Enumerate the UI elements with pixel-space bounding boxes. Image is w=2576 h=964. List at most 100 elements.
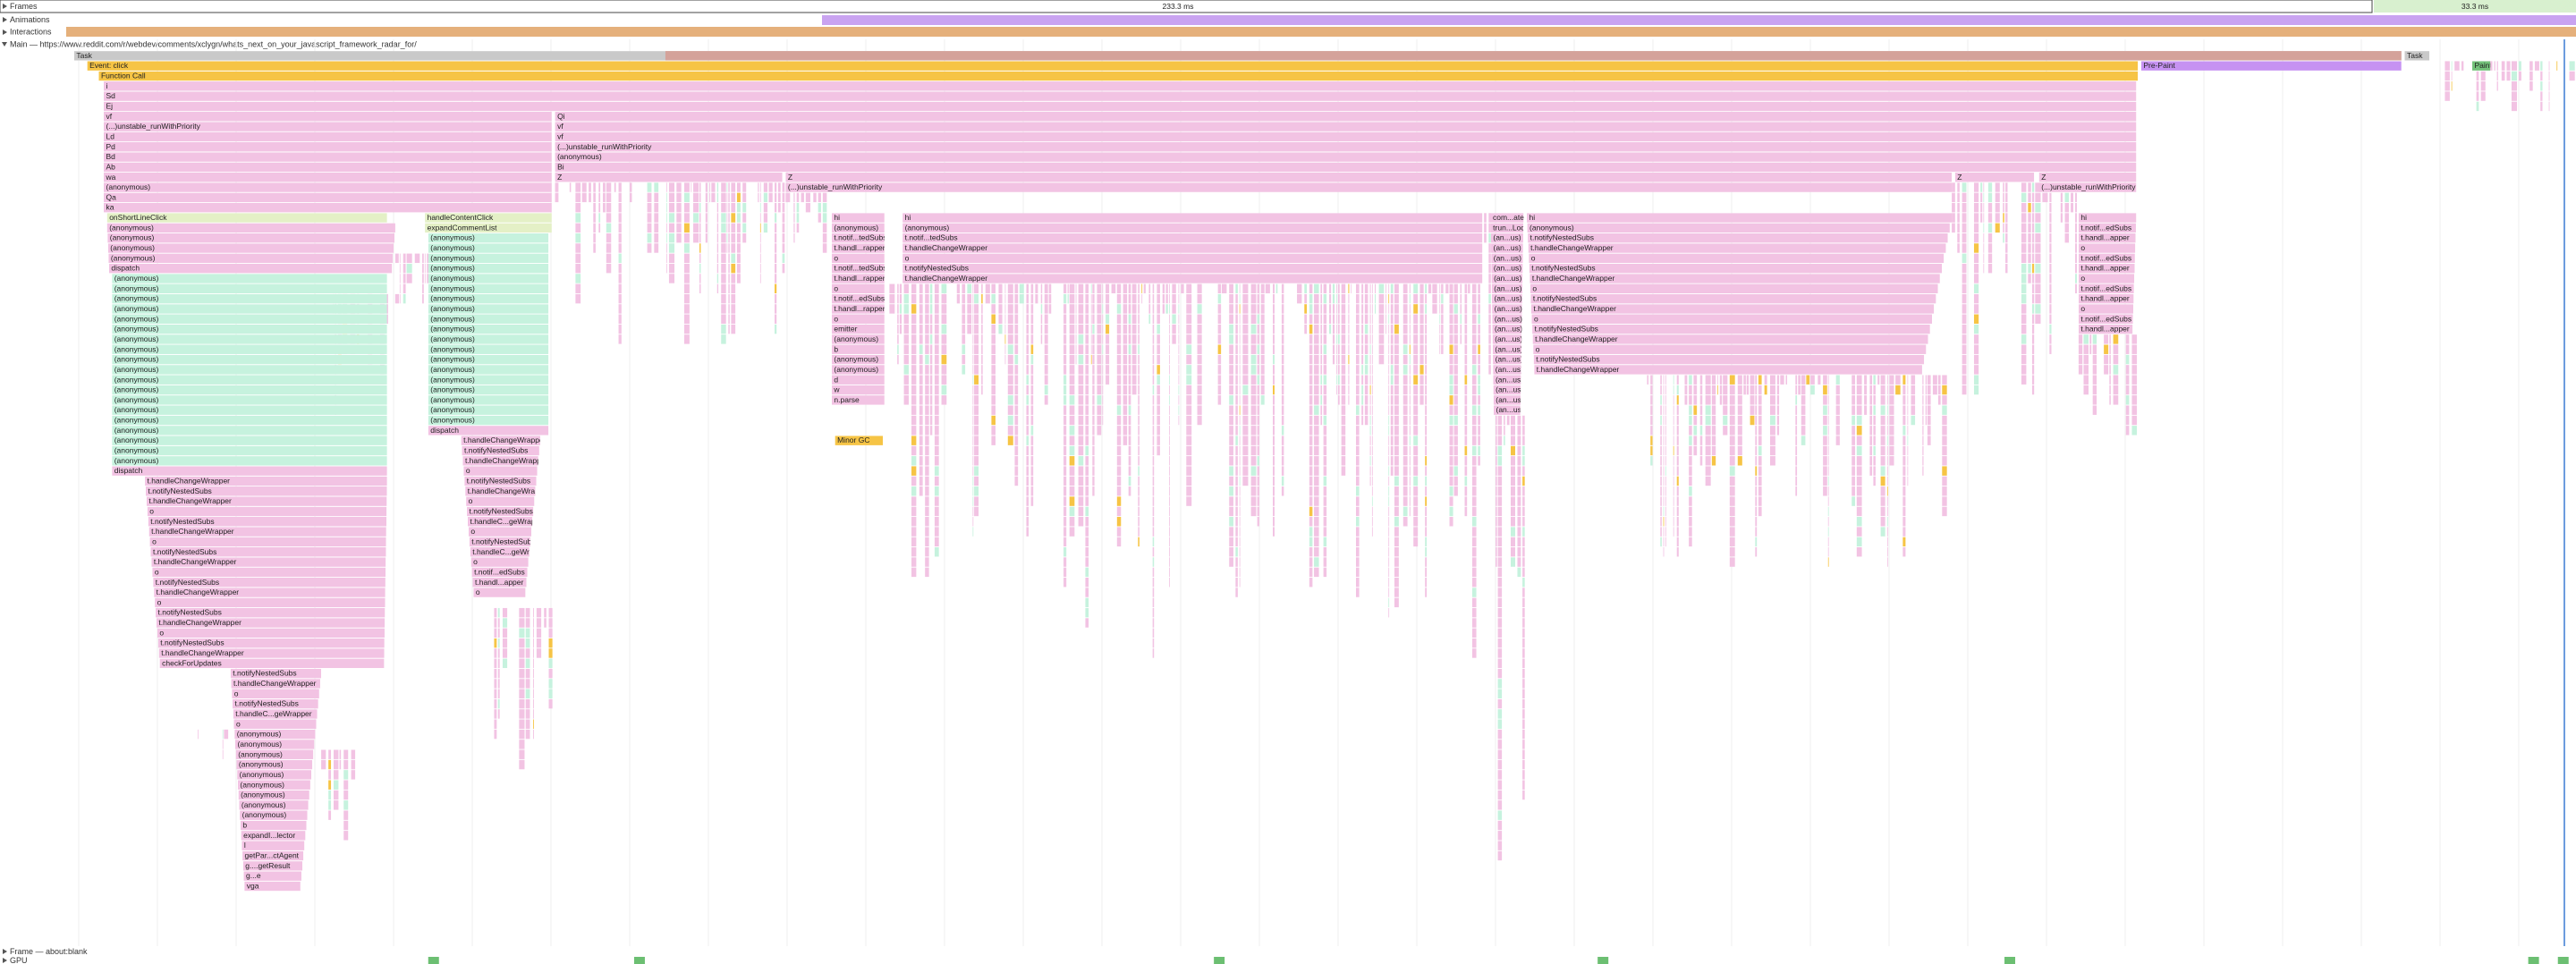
flame-slice: [1378, 344, 1385, 354]
flame-slice: [1388, 283, 1390, 294]
flame-slice: [1090, 334, 1092, 344]
flame-slice: [1471, 324, 1477, 334]
flame-slice: [1801, 385, 1806, 395]
flame-slice: [699, 182, 701, 192]
flame-slice: [1314, 567, 1319, 578]
flame-slice: [1852, 445, 1855, 456]
flame-slice: [525, 709, 530, 719]
expand-arrow[interactable]: [3, 4, 7, 9]
flame-slice: [1304, 283, 1308, 294]
flame-slice: [1973, 202, 1979, 213]
flame-label: o: [469, 496, 473, 505]
flame-slice: [1425, 365, 1428, 375]
flame-slice: [1413, 435, 1419, 445]
flame-slice: [1663, 426, 1665, 435]
flame-slice: [1235, 324, 1238, 334]
flame-slice: [2083, 385, 2089, 395]
flame-slice: [603, 192, 606, 203]
flame-slice: [2480, 91, 2486, 101]
flame-slice: [1014, 445, 1019, 456]
expand-arrow[interactable]: [3, 30, 7, 35]
flame-slice: [1755, 547, 1758, 557]
collapse-arrow[interactable]: [2, 42, 7, 47]
track-title[interactable]: GPU: [10, 956, 28, 964]
flame-slice: [2035, 304, 2041, 314]
track-title[interactable]: Interactions: [10, 27, 52, 36]
flame-slice: [1309, 506, 1313, 517]
track-title[interactable]: Frame — about:blank: [10, 947, 88, 956]
flame-slice: [903, 354, 909, 365]
flame-slice: [589, 182, 591, 192]
flame-slice: [1419, 334, 1424, 344]
expand-arrow[interactable]: [3, 949, 7, 954]
flame-slice: [1425, 476, 1428, 486]
track-title[interactable]: Animations: [10, 15, 50, 24]
flame-label: Ej: [106, 101, 114, 110]
flame-block: t.handleChangeWrapper: [461, 435, 540, 445]
flame-slice: [972, 466, 974, 476]
flame-slice: [2003, 233, 2004, 243]
flame-block: (anonymous): [428, 334, 549, 344]
flame-slice: [1123, 354, 1128, 365]
flame-slice: [1852, 415, 1855, 426]
flame-bar: [428, 334, 549, 344]
flame-slice: [1229, 456, 1233, 466]
flame-slice: [1729, 537, 1735, 547]
expand-arrow[interactable]: [3, 17, 7, 22]
flame-slice: [1336, 283, 1337, 294]
track-title[interactable]: Frames: [10, 2, 38, 11]
flame-slice: [1314, 405, 1319, 415]
flame-slice: [1336, 375, 1337, 385]
flame-slice: [525, 648, 530, 658]
flame-slice: [683, 202, 690, 213]
flame-slice: [1197, 385, 1202, 395]
flame-slice: [1522, 456, 1525, 466]
flame-block: (anonymous): [428, 405, 549, 415]
flame-slice: [1250, 445, 1257, 456]
flame-slice: [1116, 426, 1122, 435]
flame-slice: [497, 648, 500, 658]
flame-slice: [1497, 618, 1503, 628]
flame-bar: [1533, 344, 1927, 354]
flame-slice: [1887, 517, 1888, 527]
flame-slice: [1116, 466, 1122, 476]
flame-slice: [1348, 334, 1350, 344]
flame-slice: [1116, 476, 1122, 486]
flame-slice: [1719, 375, 1723, 385]
flame-label: onShortLineClick: [109, 213, 167, 222]
flame-slice: [1962, 202, 1967, 213]
flame-slice: [1356, 466, 1360, 476]
flame-block: t.handleChangeWrapper: [1530, 274, 1940, 283]
flame-slice: [1281, 476, 1284, 486]
flame-slice: [793, 213, 795, 223]
flame-slice: [1123, 334, 1128, 344]
flame-slice: [1128, 324, 1131, 334]
flame-slice: [2109, 354, 2111, 365]
flame-slice: [519, 638, 525, 648]
flame-slice: [1471, 648, 1477, 658]
flame-slice: [929, 283, 933, 294]
flame-slice: [1453, 334, 1458, 344]
flame-slice: [1902, 415, 1906, 426]
flame-slice: [2511, 81, 2518, 91]
expand-arrow[interactable]: [3, 958, 7, 963]
flame-slice: [1361, 293, 1364, 304]
flame-slice: [1235, 304, 1238, 314]
flame-block: Ab: [104, 162, 552, 173]
track-title[interactable]: Main — https://www.reddit.com/r/webdev/c…: [10, 39, 417, 48]
flame-slice: [2104, 354, 2109, 365]
flame-slice: [981, 324, 983, 334]
flame-slice: [1314, 365, 1319, 375]
flame-slice: [1769, 445, 1775, 456]
flame-slice: [1705, 445, 1711, 456]
flame-slice: [1873, 435, 1876, 445]
flame-slice: [1983, 233, 1985, 243]
flame-slice: [1078, 405, 1084, 415]
flame-bar: [107, 243, 394, 253]
flame-slice: [1128, 283, 1131, 294]
flame-slice: [1987, 243, 1993, 253]
flame-slice: [665, 182, 667, 192]
flame-slice: [2005, 253, 2008, 264]
flame-slice: [1869, 445, 1873, 456]
flame-slice: [974, 496, 979, 506]
